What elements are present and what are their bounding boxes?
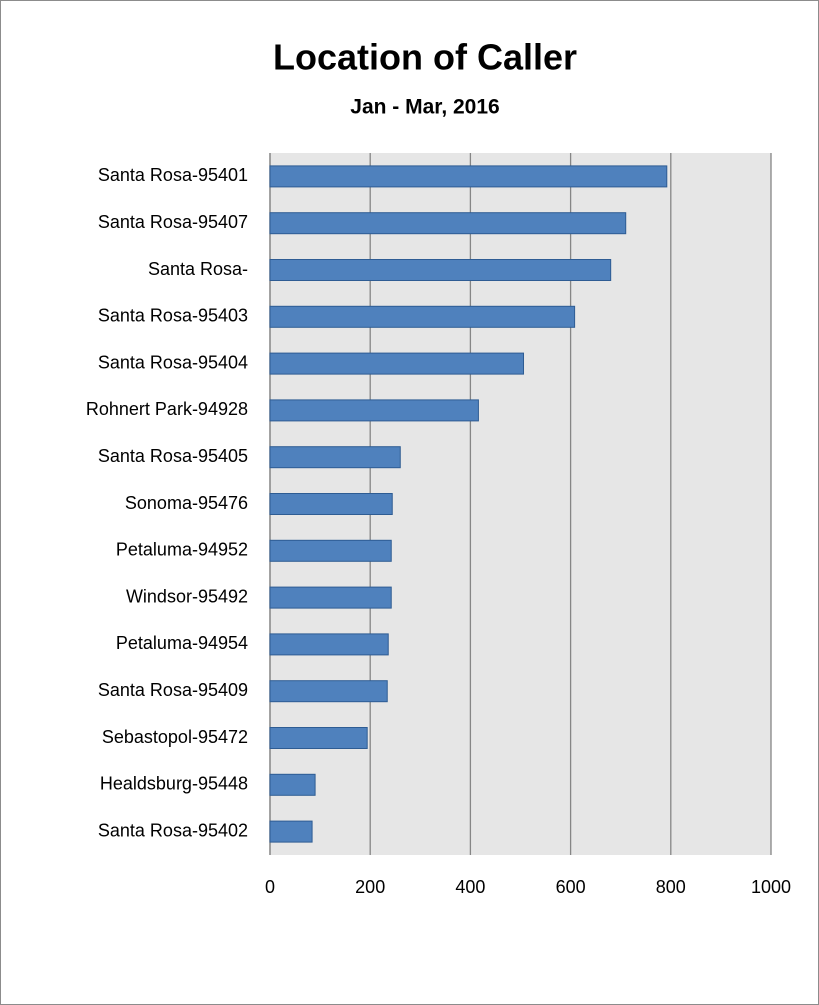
y-tick-label: Petaluma-94952: [116, 540, 248, 560]
bar: [269, 399, 479, 422]
y-tick-label: Healdsburg-95448: [100, 774, 248, 794]
bar: [269, 259, 612, 281]
y-tick-label: Santa Rosa-95409: [98, 680, 248, 700]
y-tick-label: Sebastopol-95472: [102, 727, 248, 747]
bar: [269, 680, 388, 703]
bar: [269, 446, 401, 469]
y-tick-label: Santa Rosa-95404: [98, 352, 248, 372]
y-tick-label: Santa Rosa-95407: [98, 212, 248, 232]
y-tick-label: Santa Rosa-95402: [98, 820, 248, 840]
x-tick-label: 0: [265, 877, 275, 897]
y-tick-label: Petaluma-94954: [116, 633, 248, 653]
bar: [269, 820, 313, 843]
x-tick-label: 1000: [751, 877, 791, 897]
bar: [269, 773, 316, 796]
x-tick-label: 600: [556, 877, 586, 897]
x-tick-label: 200: [355, 877, 385, 897]
bar: [269, 633, 389, 656]
bar: [269, 352, 525, 375]
y-tick-label: Sonoma-95476: [125, 493, 248, 513]
y-tick-label: Santa Rosa-: [148, 259, 248, 279]
bar: [269, 586, 392, 609]
y-tick-label: Santa Rosa-95403: [98, 306, 248, 326]
y-tick-label: Windsor-95492: [126, 586, 248, 606]
bar: [269, 165, 668, 188]
x-tick-label: 400: [455, 877, 485, 897]
y-tick-label: Santa Rosa-95401: [98, 165, 248, 185]
y-tick-label: Santa Rosa-95405: [98, 446, 248, 466]
x-tick-label: 800: [656, 877, 686, 897]
bar: [269, 305, 576, 328]
bar: [269, 727, 368, 749]
chart-subtitle: Jan - Mar, 2016: [350, 96, 499, 119]
bar: [269, 539, 392, 562]
y-tick-label: Rohnert Park-94928: [86, 399, 248, 419]
bar: [269, 212, 627, 235]
chart-title: Location of Caller: [273, 37, 577, 78]
bar: [269, 493, 393, 515]
